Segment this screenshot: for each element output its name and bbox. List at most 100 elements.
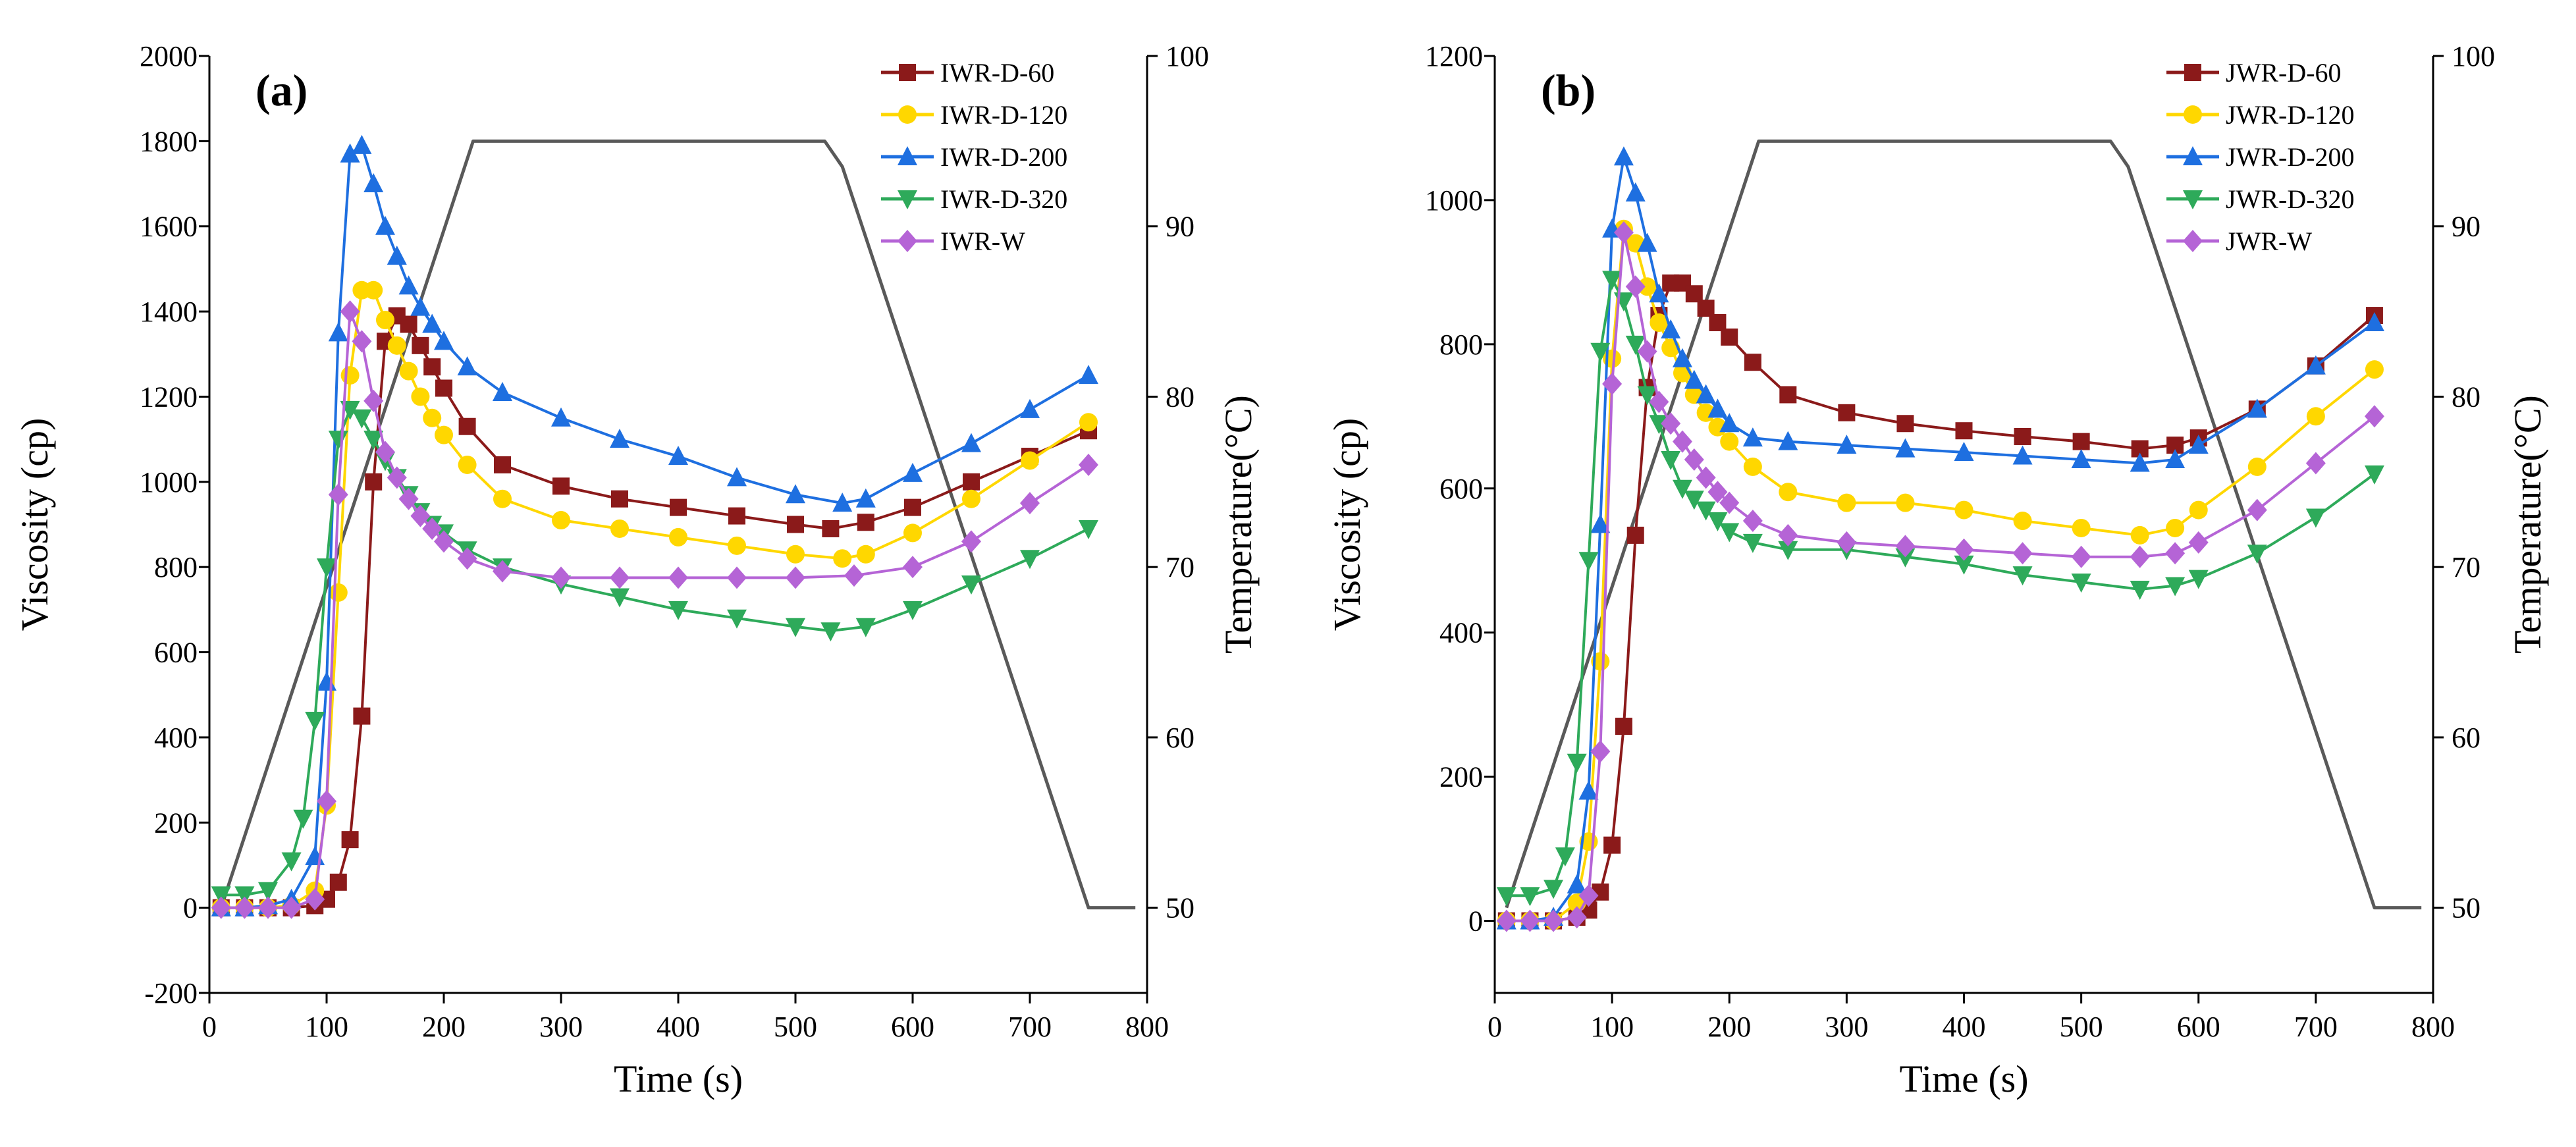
- y2-tick-label: 90: [1166, 211, 1194, 243]
- data-point: [1719, 491, 1740, 514]
- data-point: [398, 487, 419, 510]
- data-point: [1079, 413, 1098, 432]
- data-point: [2189, 500, 2208, 520]
- data-point: [493, 560, 512, 583]
- data-point: [2071, 545, 2091, 568]
- legend-marker: [898, 190, 917, 209]
- data-point: [305, 888, 325, 911]
- data-point: [328, 322, 348, 342]
- data-point: [1649, 415, 1669, 435]
- data-point: [962, 489, 980, 508]
- y2-tick-label: 50: [1166, 892, 1194, 924]
- data-point: [2013, 512, 2032, 531]
- y2-axis-title: Temperature(°C): [2506, 395, 2549, 654]
- data-point: [1778, 523, 1798, 547]
- data-point: [1649, 283, 1669, 303]
- data-point: [2166, 518, 2185, 537]
- data-point: [1625, 275, 1646, 298]
- series-line: [221, 144, 1090, 909]
- data-point: [400, 315, 417, 333]
- panel-label: (a): [255, 65, 308, 115]
- data-point: [422, 313, 443, 333]
- data-point: [2012, 542, 2033, 565]
- legend-marker: [898, 146, 917, 165]
- data-point: [1685, 285, 1703, 303]
- y-tick-label: 1200: [1425, 40, 1483, 72]
- temperature-line: [1505, 139, 2422, 910]
- data-point: [365, 473, 383, 491]
- data-point: [435, 425, 453, 444]
- data-point: [2130, 452, 2150, 472]
- data-point: [1637, 386, 1657, 406]
- data-point: [2364, 312, 2384, 332]
- data-point: [832, 493, 853, 512]
- y-tick-label: 600: [1439, 473, 1483, 505]
- data-point: [1020, 550, 1040, 570]
- series-jwr-d-120: [1497, 219, 2384, 930]
- data-point: [457, 356, 477, 376]
- data-point: [1684, 448, 1704, 471]
- data-point: [855, 488, 876, 508]
- x-tick-label: 600: [891, 1011, 934, 1043]
- data-point: [961, 530, 981, 553]
- legend-label: JWR-D-200: [2226, 142, 2355, 172]
- data-point: [493, 381, 512, 401]
- data-point: [1707, 398, 1728, 418]
- data-point: [1779, 386, 1797, 404]
- y-tick-label: 400: [1439, 617, 1483, 649]
- data-point: [786, 545, 805, 564]
- series-line: [221, 310, 1090, 909]
- x-tick-label: 200: [422, 1011, 466, 1043]
- data-point: [611, 490, 628, 508]
- data-point: [387, 246, 407, 265]
- data-point: [2247, 457, 2267, 476]
- data-point: [2130, 581, 2150, 600]
- data-point: [1719, 413, 1740, 433]
- data-point: [610, 588, 630, 608]
- data-point: [2072, 518, 2091, 537]
- y2-tick-label: 100: [2452, 40, 2495, 72]
- data-point: [317, 789, 336, 813]
- data-point: [281, 852, 302, 872]
- y-axis-title: Viscosity (cp): [13, 418, 56, 631]
- legend-label: IWR-D-60: [940, 58, 1054, 88]
- data-point: [1613, 221, 1634, 244]
- data-point: [353, 707, 371, 725]
- data-point: [2130, 525, 2149, 545]
- data-point: [412, 336, 429, 354]
- legend-label: IWR-W: [940, 227, 1025, 256]
- data-point: [376, 311, 394, 330]
- data-point: [1625, 182, 1646, 201]
- data-point: [855, 618, 876, 637]
- data-point: [1603, 836, 1621, 854]
- data-point: [352, 134, 372, 154]
- data-point: [363, 431, 384, 450]
- y2-tick-label: 80: [2452, 381, 2481, 413]
- legend-label: JWR-D-60: [2226, 58, 2342, 88]
- x-axis-title: Time (s): [1899, 1057, 2028, 1100]
- data-point: [1021, 451, 1039, 470]
- data-point: [1661, 450, 1681, 470]
- data-point: [2130, 545, 2150, 568]
- data-point: [1637, 340, 1657, 363]
- x-tick-label: 300: [1825, 1011, 1868, 1043]
- data-point: [2364, 405, 2384, 428]
- legend-label: JWR-D-320: [2226, 184, 2355, 214]
- legend: IWR-D-60 IWR-D-120 IWR-D-200 IWR-D-320 IWR-W: [881, 58, 1067, 256]
- data-point: [610, 566, 630, 589]
- data-point: [258, 882, 278, 901]
- data-point: [1742, 427, 1763, 447]
- data-point: [1896, 415, 1914, 433]
- data-point: [1555, 847, 1575, 867]
- data-point: [2247, 498, 2267, 521]
- series-jwr-d-200: [1496, 146, 2384, 930]
- data-point: [1673, 348, 1692, 367]
- data-point: [786, 618, 805, 637]
- data-point: [387, 336, 406, 355]
- data-point: [375, 440, 395, 464]
- legend-marker: [2183, 146, 2203, 165]
- data-point: [1590, 514, 1611, 533]
- data-point: [844, 564, 864, 587]
- data-point: [1626, 526, 1644, 544]
- y-tick-label: 0: [1468, 905, 1483, 938]
